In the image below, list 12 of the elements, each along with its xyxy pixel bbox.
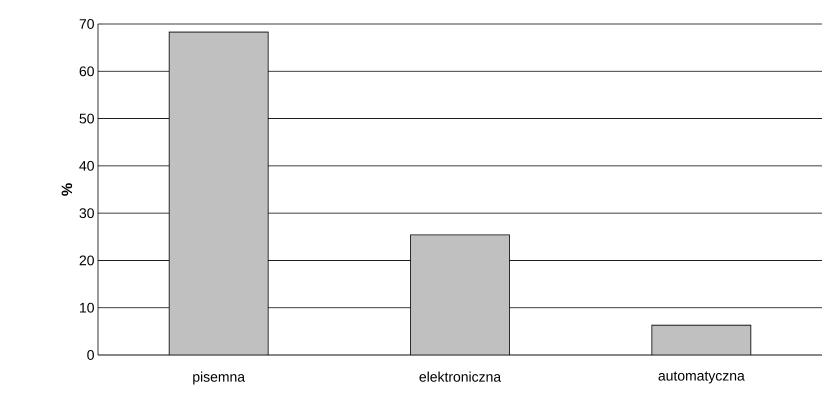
- y-axis-title: %: [62, 183, 72, 196]
- y-tick-label: 10: [80, 302, 94, 313]
- y-tick-label: 50: [80, 114, 94, 124]
- x-tick-label: pisemna: [193, 372, 246, 385]
- y-tick-label: 20: [80, 255, 94, 266]
- y-tick-label: 60: [80, 66, 94, 76]
- x-tick-label: automatyczna: [658, 372, 745, 384]
- y-tick-label: 70: [80, 19, 94, 29]
- y-tick-label: 0: [87, 350, 94, 360]
- x-tick-label: elektroniczna: [420, 372, 502, 382]
- y-tick-label: 40: [79, 160, 94, 171]
- y-tick-label: 30: [79, 208, 94, 218]
